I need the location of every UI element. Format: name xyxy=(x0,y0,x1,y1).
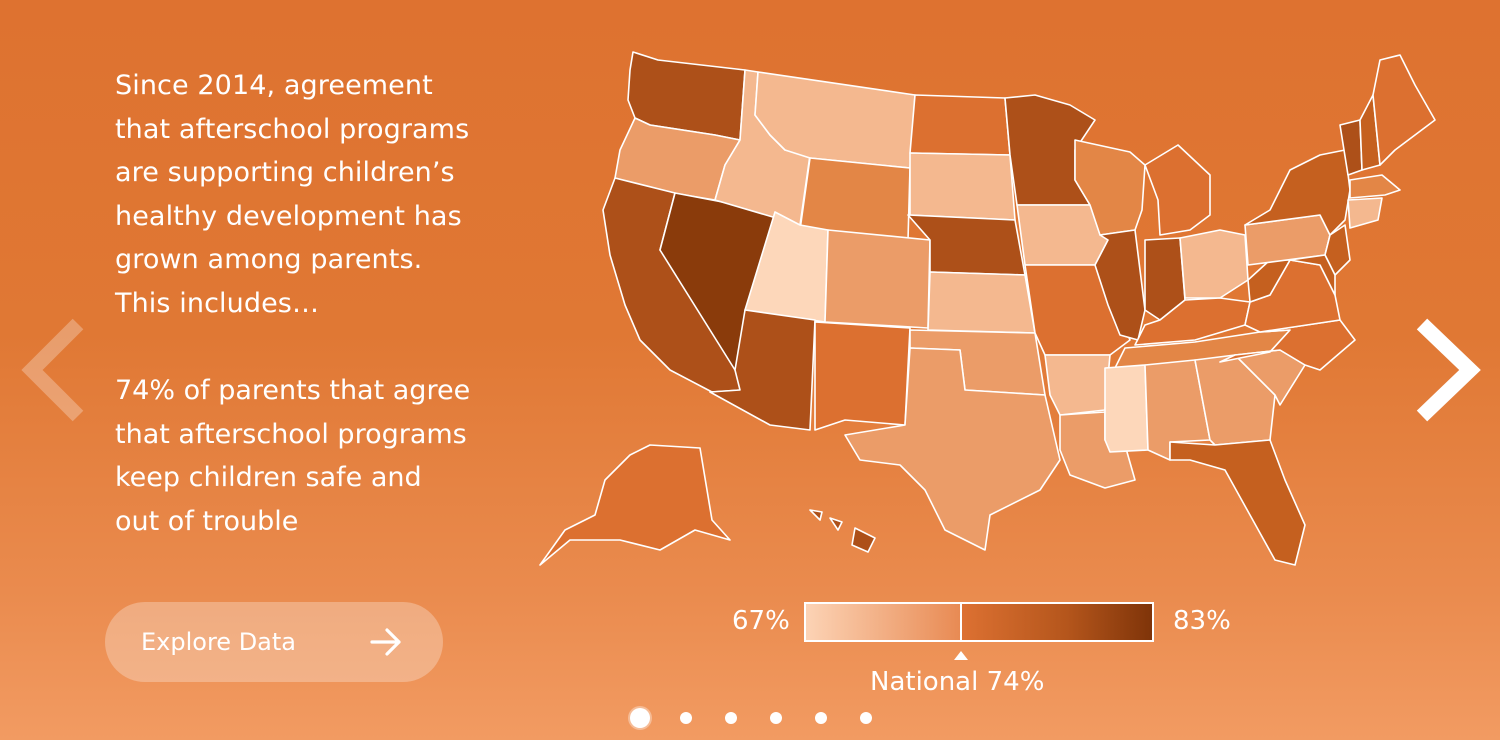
legend-national-label: National 74% xyxy=(870,667,1045,697)
state-KS[interactable] xyxy=(927,271,1036,334)
pagination-dot[interactable] xyxy=(770,712,782,724)
state-NC[interactable] xyxy=(1219,319,1356,371)
state-HI[interactable] xyxy=(809,509,876,553)
national-average-marker xyxy=(960,604,962,640)
pagination-dot[interactable] xyxy=(725,712,737,724)
state-TX[interactable] xyxy=(844,347,1061,551)
intro-text: Since 2014, agreement that afterschool p… xyxy=(115,70,470,319)
state-NJ[interactable] xyxy=(1324,224,1351,276)
pagination-dot[interactable] xyxy=(860,712,872,724)
explore-data-label: Explore Data xyxy=(141,628,296,656)
stat-text: 74% of parents that agree that afterscho… xyxy=(115,375,471,537)
legend-gradient-bar xyxy=(804,602,1154,642)
state-AK[interactable] xyxy=(539,444,731,566)
explore-data-button[interactable]: Explore Data xyxy=(105,602,443,682)
state-OH[interactable] xyxy=(1179,229,1249,299)
chevron-left-icon[interactable] xyxy=(18,318,88,422)
state-MA[interactable] xyxy=(1349,174,1401,199)
us-choropleth-map xyxy=(530,40,1450,580)
state-MD[interactable] xyxy=(1289,254,1336,296)
state-MS[interactable] xyxy=(1104,364,1149,453)
state-IL[interactable] xyxy=(1094,229,1146,341)
chevron-right-icon[interactable] xyxy=(1412,318,1484,422)
state-SD[interactable] xyxy=(909,152,1016,221)
arrow-right-icon xyxy=(370,628,401,656)
pagination-dot[interactable] xyxy=(680,712,692,724)
state-CT[interactable] xyxy=(1347,197,1383,229)
pagination-dot[interactable] xyxy=(815,712,827,724)
legend-max-label: 83% xyxy=(1173,606,1231,636)
state-ME[interactable] xyxy=(1372,54,1436,166)
state-ND[interactable] xyxy=(909,94,1011,156)
state-MI[interactable] xyxy=(1144,144,1211,236)
state-FL[interactable] xyxy=(1169,439,1306,566)
state-CO[interactable] xyxy=(824,229,931,329)
state-AR[interactable] xyxy=(1044,354,1111,416)
pagination-dot[interactable] xyxy=(630,708,650,728)
national-pointer-icon xyxy=(954,651,968,660)
legend-min-label: 67% xyxy=(732,606,790,636)
state-AZ[interactable] xyxy=(709,309,816,431)
map-svg xyxy=(539,51,1436,566)
state-NM[interactable] xyxy=(814,321,911,431)
